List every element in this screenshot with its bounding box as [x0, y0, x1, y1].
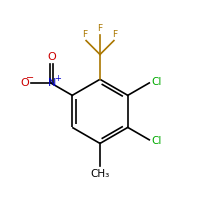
- Text: −: −: [26, 73, 34, 83]
- Text: F: F: [97, 24, 103, 33]
- Text: N: N: [47, 78, 56, 88]
- Text: F: F: [112, 30, 117, 39]
- Text: O: O: [47, 52, 56, 62]
- Text: Cl: Cl: [151, 136, 161, 146]
- Text: Cl: Cl: [151, 77, 161, 87]
- Text: F: F: [83, 30, 88, 39]
- Text: +: +: [54, 74, 61, 83]
- Text: O: O: [20, 78, 29, 88]
- Text: CH₃: CH₃: [90, 169, 110, 179]
